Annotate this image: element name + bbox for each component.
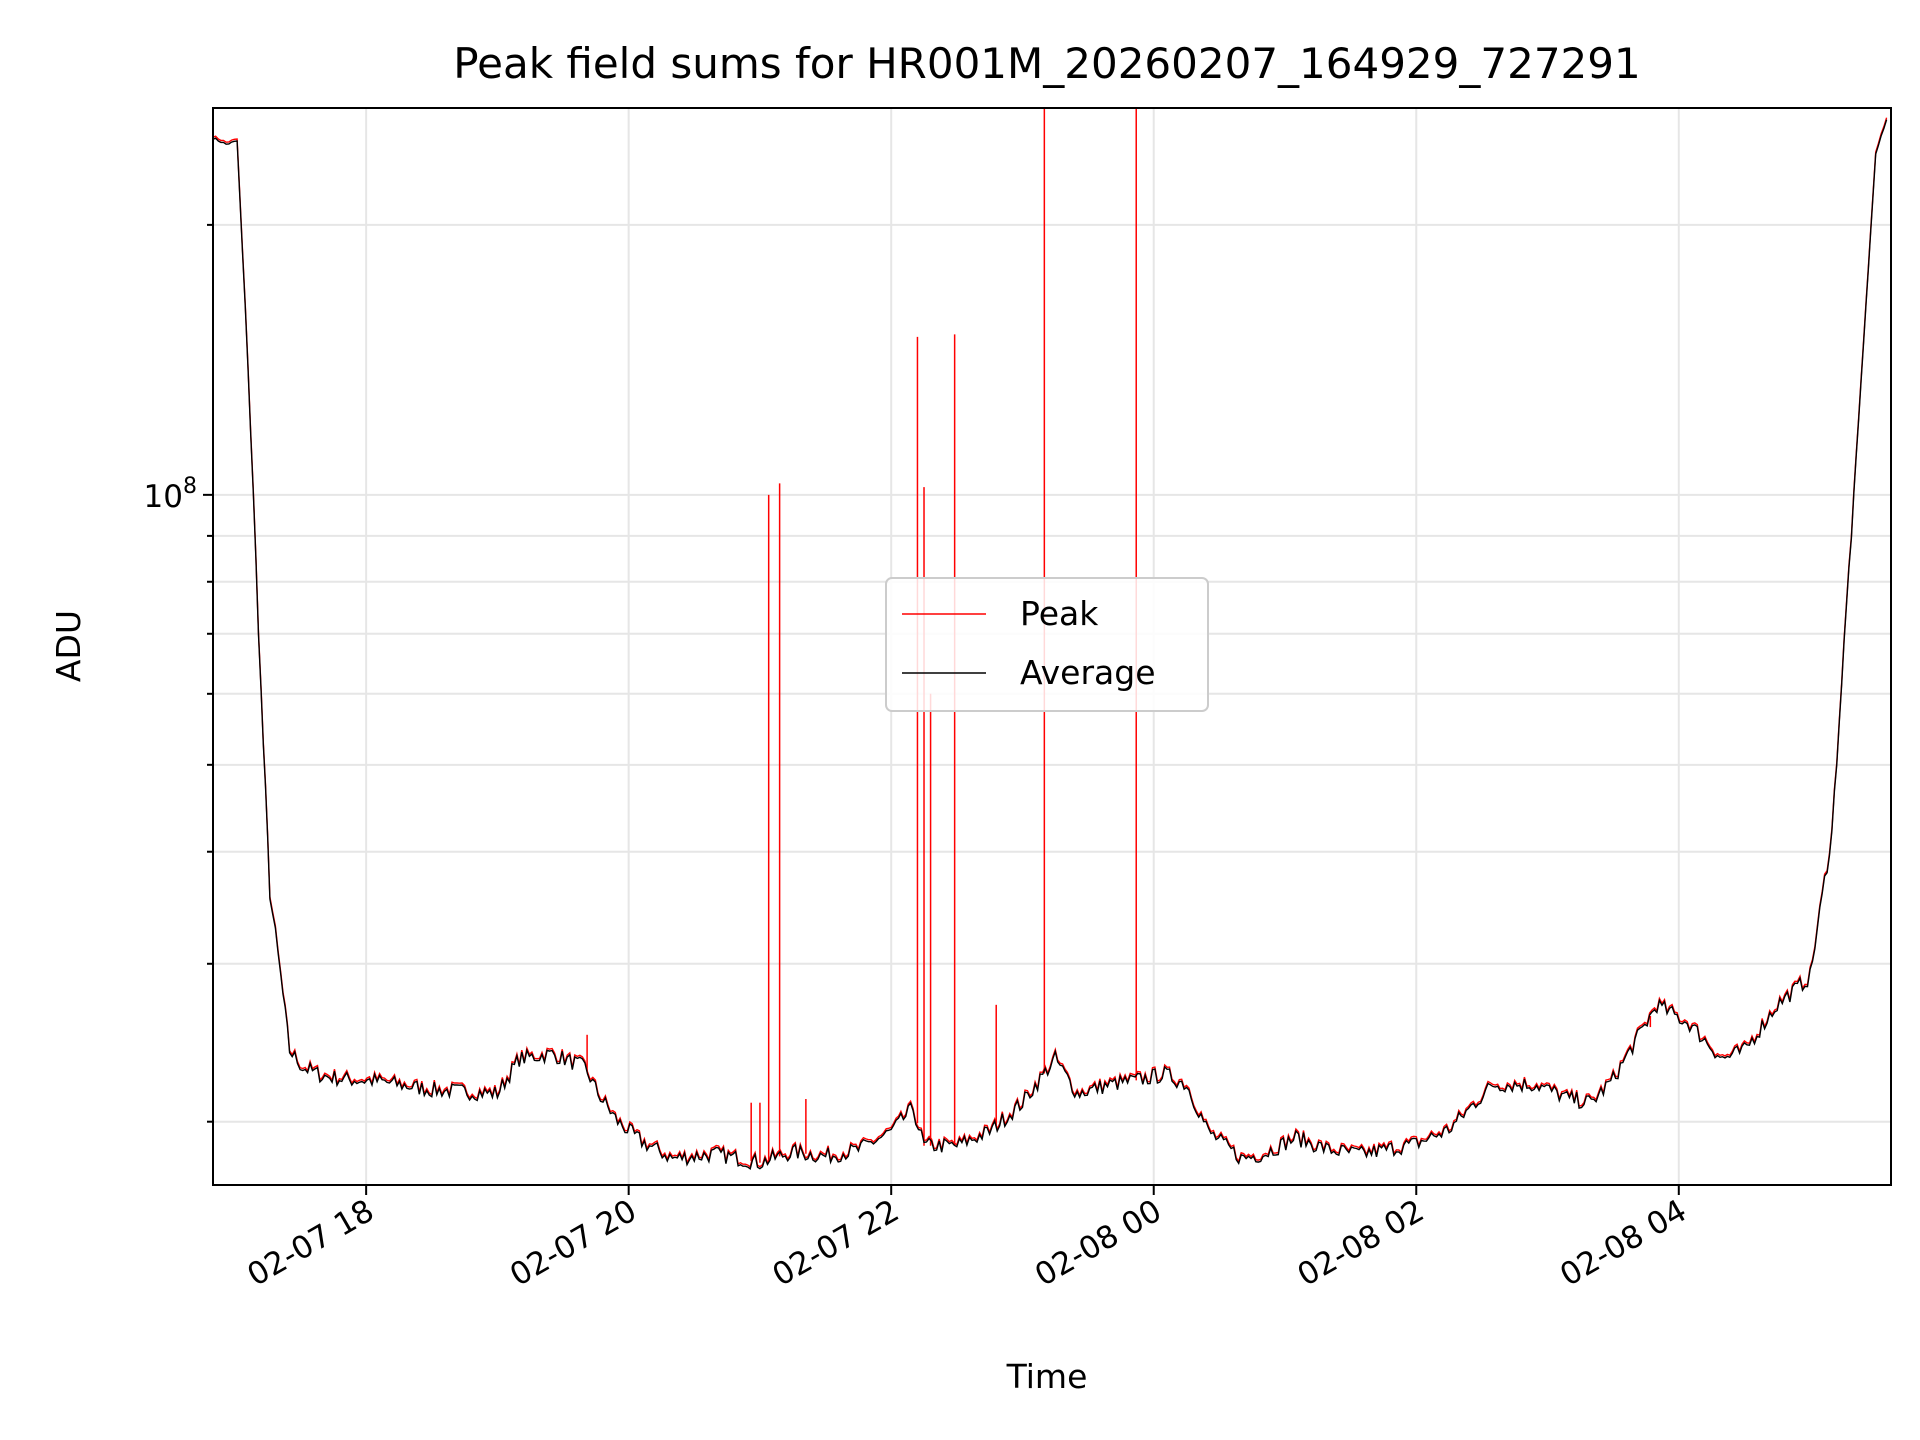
plot-frame: [212, 107, 1892, 1186]
legend: Peak Average: [885, 577, 1209, 712]
legend-peak-label: Peak: [1020, 594, 1099, 633]
y-ticks: 108: [144, 223, 213, 1123]
grid: [213, 108, 1891, 1185]
x-axis-label: Time: [1006, 1357, 1088, 1396]
y-axis-label: ADU: [49, 610, 88, 682]
series-average-line: [213, 119, 1888, 1170]
legend-average-label: Average: [1020, 653, 1156, 692]
legend-box: [885, 577, 1209, 712]
chart-title: Peak field sums for HR001M_20260207_1649…: [453, 39, 1640, 88]
y-tick-label: 108: [144, 474, 197, 515]
